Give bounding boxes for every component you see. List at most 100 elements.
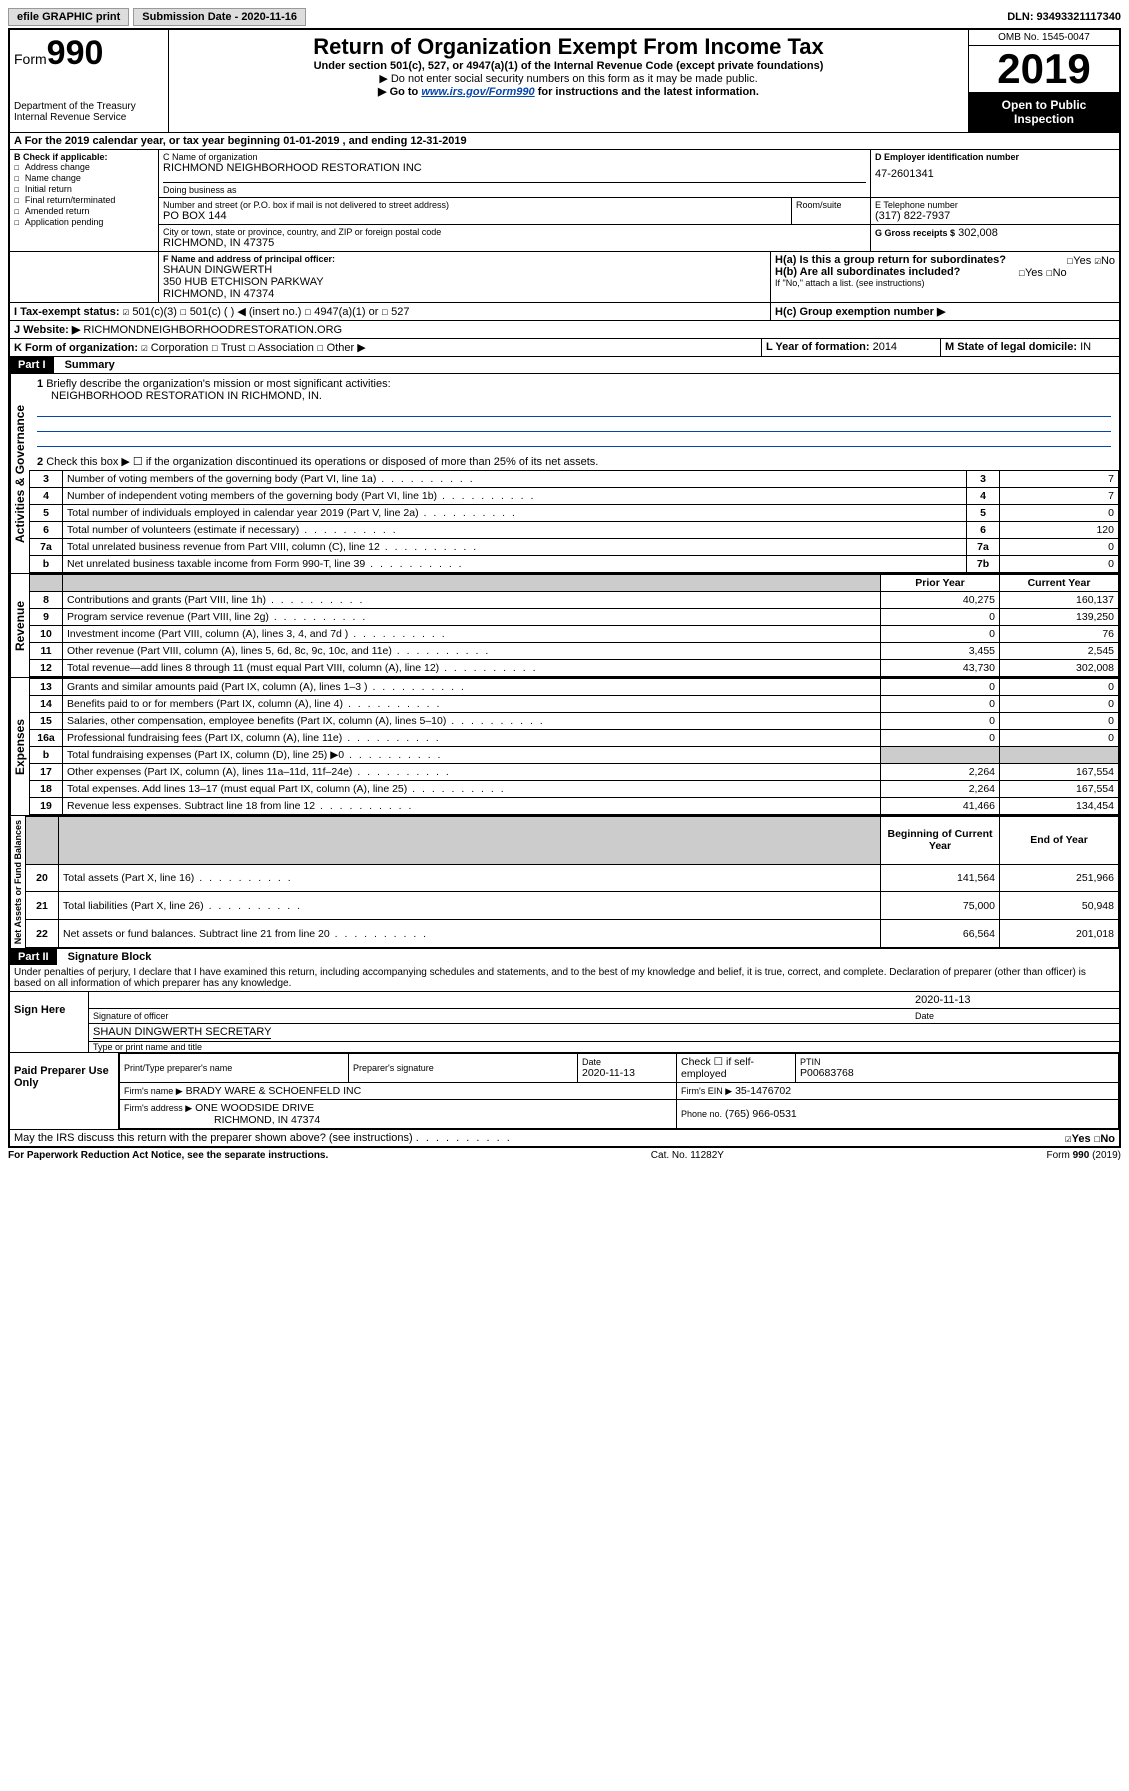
current-value: 0 [1000,696,1119,713]
prior-value: 75,000 [881,892,1000,920]
box-b-item[interactable]: ☐ Name change [14,173,154,184]
section-j: J Website: ▶ RICHMONDNEIGHBORHOODRESTORA… [10,321,1119,339]
line-no: 11 [30,643,63,660]
trust-checkbox[interactable]: ☐ [211,341,218,354]
line-no: b [30,556,63,573]
line-no: 9 [30,609,63,626]
corp-checkbox[interactable]: ☑ [141,341,148,354]
section-fh: F Name and address of principal officer:… [10,252,1119,303]
sign-here-block: Sign Here 2020-11-13 Signature of office… [10,992,1119,1053]
current-value: 139,250 [1000,609,1119,626]
l-label: L Year of formation: [766,341,870,353]
current-value: 134,454 [1000,798,1119,815]
form-title: Return of Organization Exempt From Incom… [173,34,964,60]
vlabel-netassets: Net Assets or Fund Balances [10,816,25,948]
q2-label: Check this box ▶ ☐ if the organization d… [46,456,598,468]
box-b-label: B Check if applicable: [14,152,154,162]
prep-h2: Preparer's signature [353,1063,573,1073]
part2-header: Part II Signature Block [10,949,1119,965]
sig-officer-label: Signature of officer [93,1011,915,1021]
col-header: Beginning of Current Year [881,817,1000,865]
org-name: RICHMOND NEIGHBORHOOD RESTORATION INC [163,162,866,174]
footer-right: Form 990 (2019) [1047,1150,1121,1161]
summary-netassets: Net Assets or Fund Balances Beginning of… [10,816,1119,949]
paid-preparer-block: Paid Preparer Use Only Print/Type prepar… [10,1053,1119,1130]
box-b-item[interactable]: ☐ Initial return [14,184,154,195]
assoc-checkbox[interactable]: ☐ [249,341,256,354]
prior-value: 0 [881,679,1000,696]
prep-h1: Print/Type preparer's name [124,1063,344,1073]
line-box: 4 [967,488,1000,505]
opt-assoc: Association [258,342,314,354]
sign-date: 2020-11-13 [915,994,1115,1006]
subtitle-2: ▶ Do not enter social security numbers o… [173,72,964,85]
efile-button[interactable]: efile GRAPHIC print [8,8,129,26]
line-text: Total fundraising expenses (Part IX, col… [63,747,881,764]
prior-value: 2,264 [881,764,1000,781]
irs-link[interactable]: www.irs.gov/Form990 [421,86,534,98]
prep-date: 2020-11-13 [582,1067,672,1079]
501c-checkbox[interactable]: ☐ [180,305,187,318]
line-text: Professional fundraising fees (Part IX, … [63,730,881,747]
form-word: Form [14,51,47,67]
ha-no: No [1101,255,1115,267]
prior-value: 43,730 [881,660,1000,677]
header-middle: Return of Organization Exempt From Incom… [169,30,968,132]
c-name-label: C Name of organization [163,152,866,162]
form-number: 990 [47,34,104,72]
line-no: 7a [30,539,63,556]
hc-label: H(c) Group exemption number ▶ [775,306,945,318]
current-value [1000,747,1119,764]
ha-yes: Yes [1073,255,1091,267]
501c3-checkbox[interactable]: ☑ [123,305,130,318]
current-value: 50,948 [1000,892,1119,920]
hb-no-checkbox[interactable]: ☐ [1046,266,1053,279]
other-checkbox[interactable]: ☐ [317,341,324,354]
line-box: 3 [967,471,1000,488]
officer-typed-name: SHAUN DINGWERTH SECRETARY [93,1026,271,1039]
4947-checkbox[interactable]: ☐ [305,305,312,318]
prior-value: 40,275 [881,592,1000,609]
box-b-item[interactable]: ☐ Application pending [14,217,154,228]
prior-value: 0 [881,609,1000,626]
header-right: OMB No. 1545-0047 2019 Open to Public In… [968,30,1119,132]
opt-527: 527 [391,306,409,318]
box-b-item[interactable]: ☐ Amended return [14,206,154,217]
hb-yes-checkbox[interactable]: ☐ [1018,266,1025,279]
m-label: M State of legal domicile: [945,341,1077,353]
summary-revenue: Revenue Prior YearCurrent Year8Contribut… [10,574,1119,678]
box-b-item[interactable]: ☐ Final return/terminated [14,195,154,206]
line-no: 5 [30,505,63,522]
line-no: 20 [26,864,59,892]
line-text: Investment income (Part VIII, column (A)… [63,626,881,643]
line-text: Salaries, other compensation, employee b… [63,713,881,730]
submission-date-button[interactable]: Submission Date - 2020-11-16 [133,8,306,26]
officer-addr1: 350 HUB ETCHISON PARKWAY [163,276,766,288]
discuss-row: May the IRS discuss this return with the… [10,1130,1119,1146]
addr-label: Number and street (or P.O. box if mail i… [163,200,787,210]
open-public-label: Open to Public Inspection [969,92,1119,132]
line-no: 13 [30,679,63,696]
line-no: 21 [26,892,59,920]
website-value: RICHMONDNEIGHBORHOODRESTORATION.ORG [83,324,342,336]
line-no: 6 [30,522,63,539]
527-checkbox[interactable]: ☐ [381,305,388,318]
discuss-yes: Yes [1072,1133,1091,1145]
discuss-yes-checkbox[interactable]: ☑ [1065,1132,1072,1145]
ha-no-checkbox[interactable]: ☑ [1094,254,1101,267]
firm-addr1: ONE WOODSIDE DRIVE [195,1102,314,1114]
addr-value: PO BOX 144 [163,210,787,222]
box-b: B Check if applicable: ☐ Address change☐… [10,150,159,251]
prior-value: 3,455 [881,643,1000,660]
opt-trust: Trust [221,342,246,354]
omb-label: OMB No. 1545-0047 [969,30,1119,46]
ptin-value: P00683768 [800,1067,1114,1079]
box-b-item[interactable]: ☐ Address change [14,162,154,173]
page-footer: For Paperwork Reduction Act Notice, see … [8,1148,1121,1161]
summary-governance: Activities & Governance 1 Briefly descri… [10,374,1119,574]
current-value: 2,545 [1000,643,1119,660]
footer-left: For Paperwork Reduction Act Notice, see … [8,1150,328,1161]
gross-receipts: 302,008 [958,227,998,239]
line-value: 0 [1000,505,1119,522]
room-label: Room/suite [792,198,871,224]
